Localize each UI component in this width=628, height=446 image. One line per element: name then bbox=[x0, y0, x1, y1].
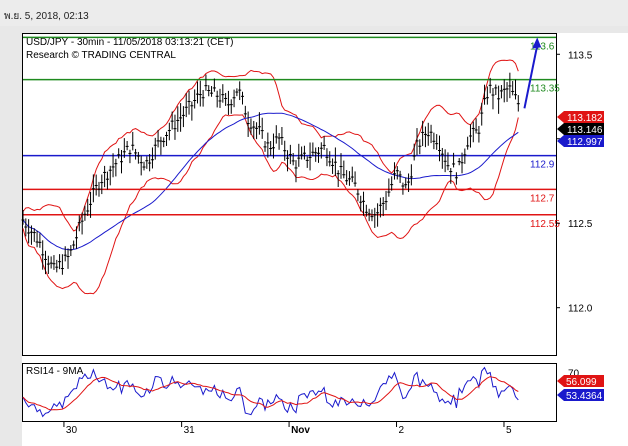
rsi-tag-label: 53.4364 bbox=[566, 391, 603, 402]
rsi-tag-box bbox=[557, 389, 604, 401]
price-bars bbox=[21, 72, 520, 275]
rsi14-line bbox=[22, 366, 519, 418]
main-panel-border bbox=[22, 33, 557, 356]
chart-subtitle: Research © TRADING CENTRAL bbox=[26, 50, 176, 61]
rsi-tag-label: 56.099 bbox=[566, 377, 597, 388]
moving-average-line bbox=[22, 112, 519, 251]
price-tag-label: 113.182 bbox=[567, 113, 603, 124]
level-label: 112.55 bbox=[530, 219, 560, 230]
x-tick-label: 30 bbox=[66, 425, 78, 436]
x-tick-label: 2 bbox=[399, 425, 405, 436]
rsi-tag-box bbox=[557, 375, 604, 387]
rsi-title: RSI14 - 9MA bbox=[26, 366, 84, 377]
price-tag-box bbox=[557, 135, 604, 147]
y-tick-label: 112.5 bbox=[568, 219, 593, 230]
y-tick-label: 113.5 bbox=[568, 50, 593, 61]
level-label: 113.35 bbox=[530, 84, 560, 95]
forecast-arrow-head bbox=[532, 37, 542, 49]
bollinger-bands bbox=[22, 59, 519, 295]
x-axis: 30 31 Nov 2 5 bbox=[63, 421, 512, 436]
x-tick-label: Nov bbox=[291, 425, 310, 436]
support-resistance-levels: 113.6 113.35 112.9 112.7 112.55 bbox=[23, 36, 560, 230]
moving-average bbox=[22, 112, 519, 251]
x-tick-label: 31 bbox=[184, 425, 196, 436]
forecast-arrow bbox=[523, 37, 542, 109]
price-tag-box bbox=[557, 111, 604, 123]
lower-band-line bbox=[22, 114, 519, 295]
x-tick-label: 5 bbox=[506, 425, 512, 436]
chart-frame bbox=[22, 33, 628, 446]
y-tick-label: 112.0 bbox=[568, 304, 593, 315]
price-tag-box bbox=[557, 123, 604, 135]
level-label: 112.9 bbox=[530, 160, 555, 171]
rsi-panel-border bbox=[22, 363, 557, 422]
price-tag-label: 112.997 bbox=[567, 137, 603, 148]
forecast-arrow-line bbox=[523, 45, 539, 109]
timestamp-label: พ.ย. 5, 2018, 02:13 bbox=[4, 11, 89, 22]
rsi-tick-label: 70 bbox=[568, 369, 580, 380]
price-tag-label: 113.146 bbox=[567, 125, 603, 136]
chart-title: USD/JPY - 30min - 11/05/2018 03:13:21 (C… bbox=[26, 37, 234, 48]
level-label: 112.7 bbox=[530, 193, 555, 204]
top-bar: พ.ย. 5, 2018, 02:13 bbox=[0, 0, 628, 26]
rsi-9ma-line bbox=[22, 376, 519, 411]
level-label: 113.6 bbox=[530, 41, 555, 52]
upper-band-line bbox=[22, 59, 519, 232]
